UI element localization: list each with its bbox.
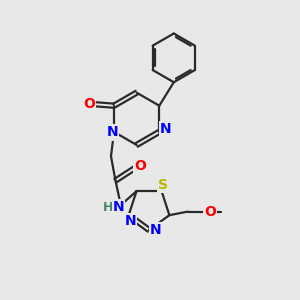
Text: H: H xyxy=(103,201,113,214)
Text: N: N xyxy=(160,122,172,136)
Text: S: S xyxy=(158,178,168,192)
Text: N: N xyxy=(124,214,136,228)
Text: O: O xyxy=(83,97,94,111)
Text: N: N xyxy=(107,125,118,140)
Text: O: O xyxy=(134,159,146,173)
Text: N: N xyxy=(112,200,124,214)
Text: O: O xyxy=(204,205,216,219)
Text: N: N xyxy=(150,223,161,237)
